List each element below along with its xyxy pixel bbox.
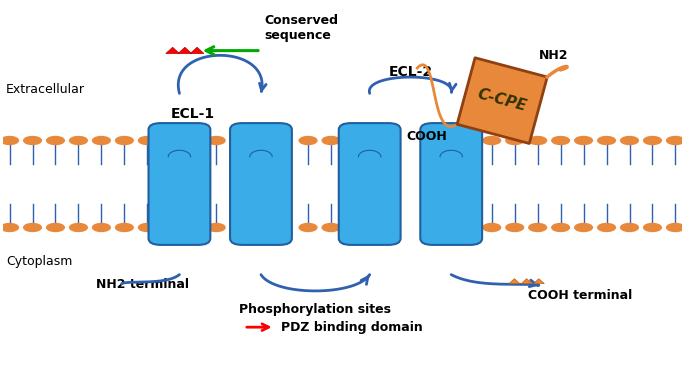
- FancyBboxPatch shape: [149, 123, 210, 245]
- Text: PDZ binding domain: PDZ binding domain: [282, 321, 423, 334]
- Ellipse shape: [138, 137, 156, 145]
- Text: COOH terminal: COOH terminal: [528, 289, 632, 302]
- Ellipse shape: [598, 223, 615, 231]
- Ellipse shape: [667, 223, 684, 231]
- Polygon shape: [457, 58, 547, 144]
- Ellipse shape: [24, 223, 41, 231]
- Ellipse shape: [483, 137, 501, 145]
- Ellipse shape: [598, 137, 615, 145]
- Ellipse shape: [483, 223, 501, 231]
- Ellipse shape: [644, 137, 661, 145]
- Polygon shape: [166, 47, 179, 53]
- Ellipse shape: [116, 137, 133, 145]
- Ellipse shape: [1, 223, 18, 231]
- Text: COOH: COOH: [406, 130, 447, 143]
- FancyBboxPatch shape: [339, 123, 401, 245]
- Text: NH2: NH2: [539, 49, 569, 62]
- Ellipse shape: [529, 137, 547, 145]
- Ellipse shape: [552, 137, 569, 145]
- Ellipse shape: [506, 137, 523, 145]
- Polygon shape: [521, 279, 532, 284]
- Ellipse shape: [116, 223, 133, 231]
- Ellipse shape: [506, 223, 523, 231]
- Polygon shape: [178, 47, 192, 53]
- Ellipse shape: [92, 223, 110, 231]
- Ellipse shape: [208, 137, 225, 145]
- Ellipse shape: [47, 223, 64, 231]
- Ellipse shape: [208, 223, 225, 231]
- Text: Phosphorylation sites: Phosphorylation sites: [239, 302, 391, 315]
- Text: C-CPE: C-CPE: [476, 87, 528, 114]
- Polygon shape: [509, 279, 520, 284]
- Ellipse shape: [322, 137, 340, 145]
- Ellipse shape: [138, 223, 156, 231]
- Polygon shape: [534, 279, 545, 284]
- Ellipse shape: [299, 137, 317, 145]
- FancyBboxPatch shape: [230, 123, 292, 245]
- Ellipse shape: [621, 137, 638, 145]
- Ellipse shape: [644, 223, 661, 231]
- Text: NH2 terminal: NH2 terminal: [96, 278, 188, 291]
- Ellipse shape: [70, 137, 87, 145]
- Ellipse shape: [70, 223, 87, 231]
- Ellipse shape: [552, 223, 569, 231]
- Ellipse shape: [47, 137, 64, 145]
- Text: ECL-1: ECL-1: [171, 107, 215, 121]
- Ellipse shape: [621, 223, 638, 231]
- Ellipse shape: [24, 137, 41, 145]
- Ellipse shape: [92, 137, 110, 145]
- Ellipse shape: [1, 137, 18, 145]
- Ellipse shape: [575, 223, 593, 231]
- Polygon shape: [190, 47, 204, 53]
- Ellipse shape: [575, 137, 593, 145]
- Ellipse shape: [667, 137, 684, 145]
- Ellipse shape: [529, 223, 547, 231]
- Ellipse shape: [322, 223, 340, 231]
- FancyBboxPatch shape: [421, 123, 482, 245]
- Ellipse shape: [299, 223, 317, 231]
- Text: Conserved
sequence: Conserved sequence: [264, 14, 338, 42]
- Text: Extracellular: Extracellular: [6, 83, 85, 96]
- Text: Cytoplasm: Cytoplasm: [6, 255, 73, 268]
- Text: ECL-2: ECL-2: [388, 65, 432, 79]
